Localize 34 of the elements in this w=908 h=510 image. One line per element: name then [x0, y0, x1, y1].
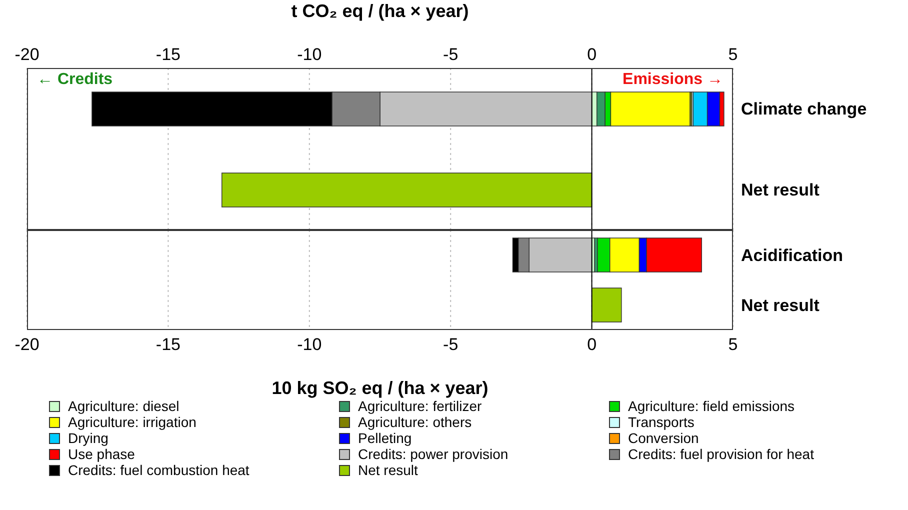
legend-label: Credits: fuel combustion heat: [68, 462, 250, 478]
x-tick-label: -20: [14, 45, 40, 64]
legend-label: Use phase: [68, 446, 135, 462]
legend-label: Drying: [68, 430, 108, 446]
annotation: Emissions →: [620, 71, 725, 89]
x-tick-label: -15: [156, 335, 180, 354]
x-tick-label: 0: [587, 335, 597, 354]
y-tick-label: Net result: [741, 180, 820, 200]
x-tick-label: -5: [443, 335, 458, 354]
x-axis-title: 10 kg SO₂ eq / (ha × year): [272, 378, 488, 398]
legend-label: Pelleting: [358, 430, 412, 446]
y-tick-label: Climate change: [741, 100, 867, 119]
x-axis-title: t CO₂ eq / (ha × year): [291, 0, 469, 21]
y-tick-label: Acidification: [741, 246, 844, 266]
x-tick-label: -5: [443, 45, 458, 64]
x-tick-label: 0: [587, 45, 597, 64]
x-tick-label: 5: [728, 45, 738, 64]
legend-label: Agriculture: others: [358, 414, 472, 430]
legend-label: Credits: fuel provision for heat: [628, 446, 814, 462]
legend-label: Net result: [358, 462, 418, 478]
annotation: ← Credits: [35, 71, 115, 89]
legend-label: Agriculture: irrigation: [68, 414, 196, 430]
legend-label: Agriculture: field emissions: [628, 398, 795, 414]
x-tick-label: -20: [14, 335, 40, 354]
x-tick-label: -10: [297, 335, 322, 354]
legend-label: Agriculture: diesel: [68, 398, 180, 414]
x-tick-label: -10: [297, 45, 322, 64]
y-tick-label: Net result: [741, 296, 820, 316]
legend-label: Transports: [628, 414, 694, 430]
x-tick-label: -15: [156, 45, 180, 64]
legend-label: Conversion: [628, 430, 699, 446]
x-tick-label: 5: [728, 335, 738, 354]
legend-label: Agriculture: fertilizer: [358, 398, 482, 414]
legend-label: Credits: power provision: [358, 446, 508, 462]
